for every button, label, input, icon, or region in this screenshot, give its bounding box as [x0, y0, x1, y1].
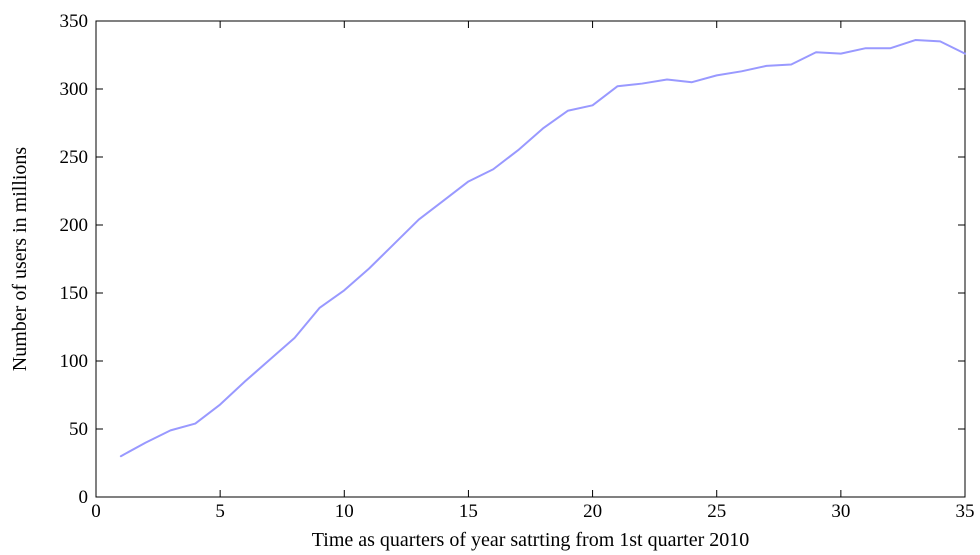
- y-tick-label: 150: [60, 283, 89, 304]
- y-tick-label: 250: [60, 147, 89, 168]
- series-line: [119, 39, 966, 458]
- series-group: [119, 39, 966, 458]
- y-tick-label: 300: [60, 79, 89, 100]
- x-tick-label: 25: [707, 501, 726, 522]
- x-tick-label: 5: [215, 501, 225, 522]
- y-tick-label: 100: [60, 351, 89, 372]
- plot-area: 0 5 10 15 20 25 30 35 0 50 100 150 200 250 300 350: [60, 11, 975, 522]
- x-tick-label: 30: [831, 501, 850, 522]
- y-axis-tick-labels: 0 50 100 150 200 250 300 350: [60, 11, 89, 508]
- plot-frame: [95, 20, 966, 498]
- x-tick-label: 15: [459, 501, 478, 522]
- x-tick-label: 35: [956, 501, 975, 522]
- y-tick-label: 0: [79, 487, 89, 508]
- x-tick-label: 20: [583, 501, 602, 522]
- y-tick-label: 50: [69, 419, 88, 440]
- x-axis-tick-labels: 0 5 10 15 20 25 30 35: [91, 501, 974, 522]
- x-axis-label: Time as quarters of year satrting from 1…: [312, 529, 750, 551]
- y-tick-label: 350: [60, 11, 89, 32]
- y-tick-label: 200: [60, 215, 89, 236]
- axis-ticks: [95, 20, 966, 498]
- x-tick-label: 0: [91, 501, 101, 522]
- x-tick-label: 10: [335, 501, 354, 522]
- y-axis-label: Number of users in millions: [9, 147, 31, 372]
